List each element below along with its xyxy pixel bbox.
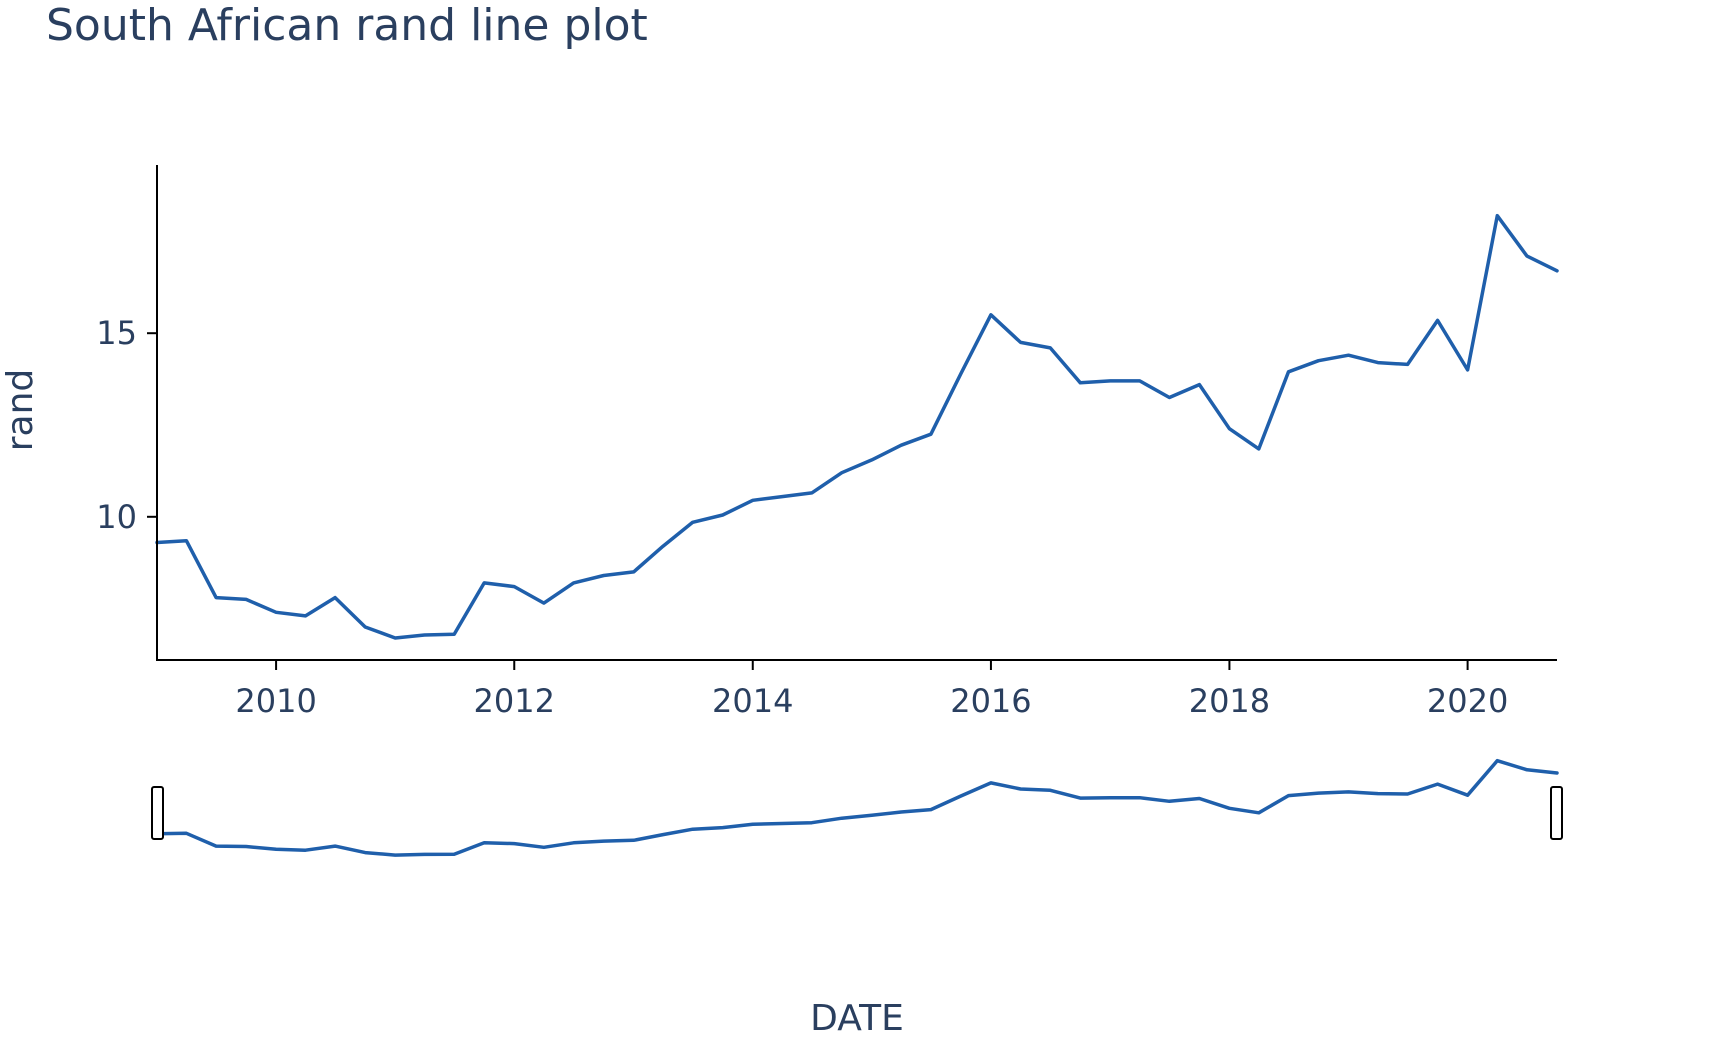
range-slider-series-line	[155, 758, 1559, 857]
y-tick-label: 15	[96, 314, 137, 352]
y-axis-ticks: 10 15	[96, 314, 157, 536]
main-plot-area	[155, 213, 1559, 640]
x-tick-label: 2012	[474, 682, 555, 720]
x-axis-ticks: 2010 2012 2014 2016 2018 2020	[235, 660, 1508, 720]
x-axis-title: DATE	[810, 998, 904, 1039]
chart-title: South African rand line plot	[46, 0, 648, 51]
series-line	[155, 213, 1559, 640]
range-slider[interactable]	[151, 758, 1563, 857]
x-tick-label: 2014	[712, 682, 793, 720]
x-tick-label: 2020	[1427, 682, 1508, 720]
y-axis-title: rand	[0, 369, 41, 452]
range-slider-right-handle[interactable]	[1550, 786, 1563, 840]
x-tick-label: 2016	[950, 682, 1031, 720]
y-tick-label: 10	[96, 498, 137, 536]
x-tick-label: 2010	[235, 682, 316, 720]
range-slider-left-handle[interactable]	[151, 786, 164, 840]
x-tick-label: 2018	[1189, 682, 1270, 720]
